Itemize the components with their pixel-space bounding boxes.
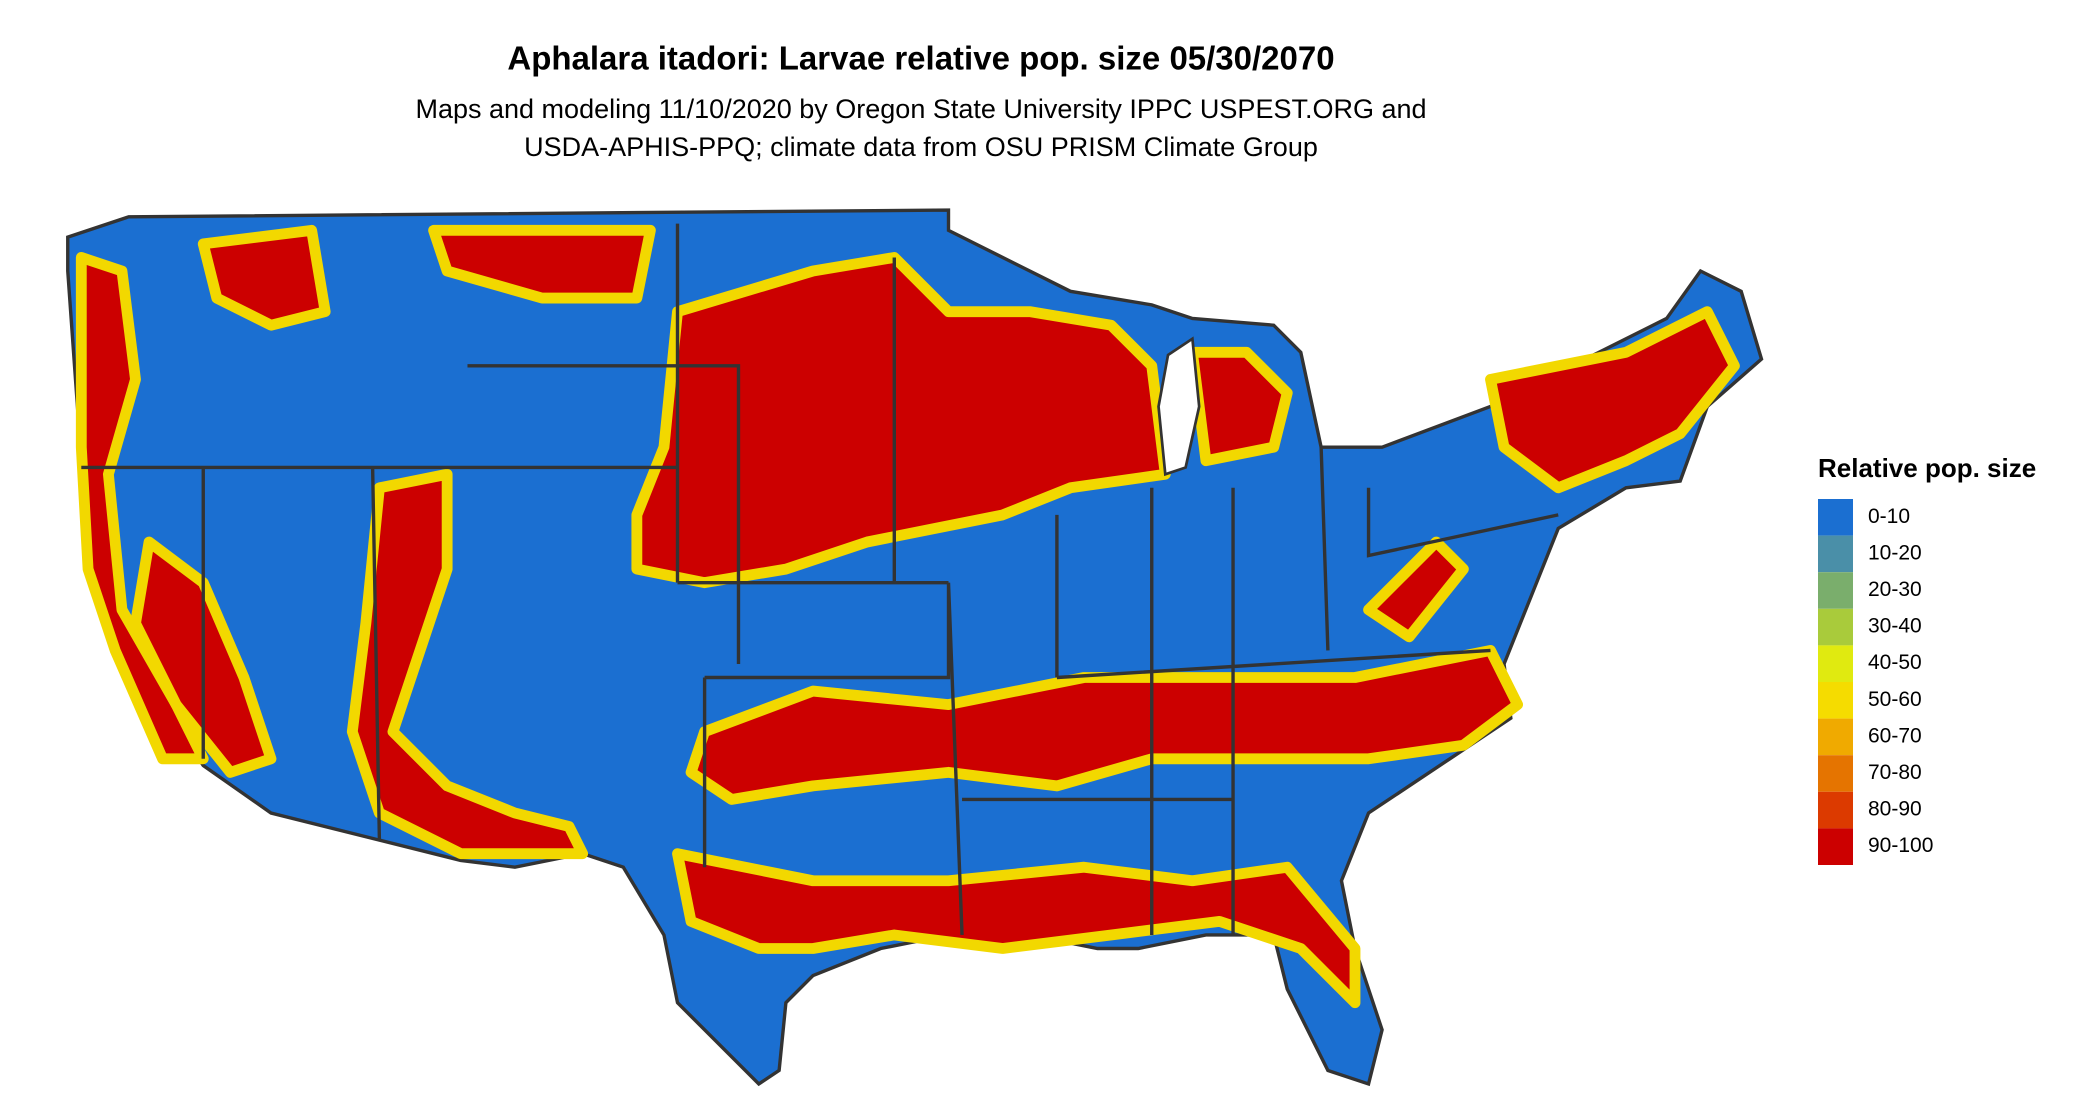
zone: [1186, 346, 1293, 467]
legend-label: 90-100: [1868, 834, 1933, 857]
legend-swatch: [1818, 791, 1853, 829]
legend-title: Relative pop. size: [1818, 453, 2036, 483]
zone: [672, 848, 1361, 1009]
map: [66, 208, 1764, 1087]
zone: [75, 252, 209, 765]
zone: [197, 224, 331, 331]
suitability-zones: [75, 224, 1740, 1009]
legend-swatch: [1818, 718, 1853, 756]
legend: 0-10 10-20 20-30 30-40 40-50 50-60 60-70 70-80 8…: [1818, 499, 1933, 865]
zone: [1363, 536, 1469, 643]
legend-label: 40-50: [1868, 651, 1922, 674]
legend-swatch: [1818, 535, 1853, 573]
zone: [346, 468, 589, 860]
legend-label: 30-40: [1868, 615, 1922, 638]
border: [81, 223, 1559, 936]
legend-label: 60-70: [1868, 724, 1922, 747]
map-subtitle: USDA-APHIS-PPQ; climate data from OSU PR…: [524, 132, 1318, 162]
legend-label: 10-20: [1868, 541, 1922, 564]
state-borders: [81, 223, 1559, 936]
legend-swatch: [1818, 608, 1853, 646]
legend-label: 0-10: [1868, 505, 1910, 528]
legend-label: 50-60: [1868, 688, 1922, 711]
zone: [631, 252, 1171, 589]
legend-swatch: [1818, 682, 1853, 719]
legend-swatch: [1818, 572, 1853, 609]
legend-swatch: [1818, 828, 1853, 865]
legend-label: 80-90: [1868, 798, 1922, 821]
zone: [428, 224, 656, 304]
lake: [1157, 336, 1201, 477]
legend-swatch: [1818, 645, 1853, 682]
zone: [1485, 306, 1740, 494]
map-title: Aphalara itadori: Larvae relative pop. s…: [507, 40, 1334, 77]
legend-label: 70-80: [1868, 761, 1922, 784]
legend-swatch: [1818, 499, 1853, 536]
zone: [685, 644, 1524, 805]
map-subtitle: Maps and modeling 11/10/2020 by Oregon S…: [415, 94, 1426, 124]
legend-swatch: [1818, 755, 1853, 792]
legend-label: 20-30: [1868, 578, 1922, 601]
